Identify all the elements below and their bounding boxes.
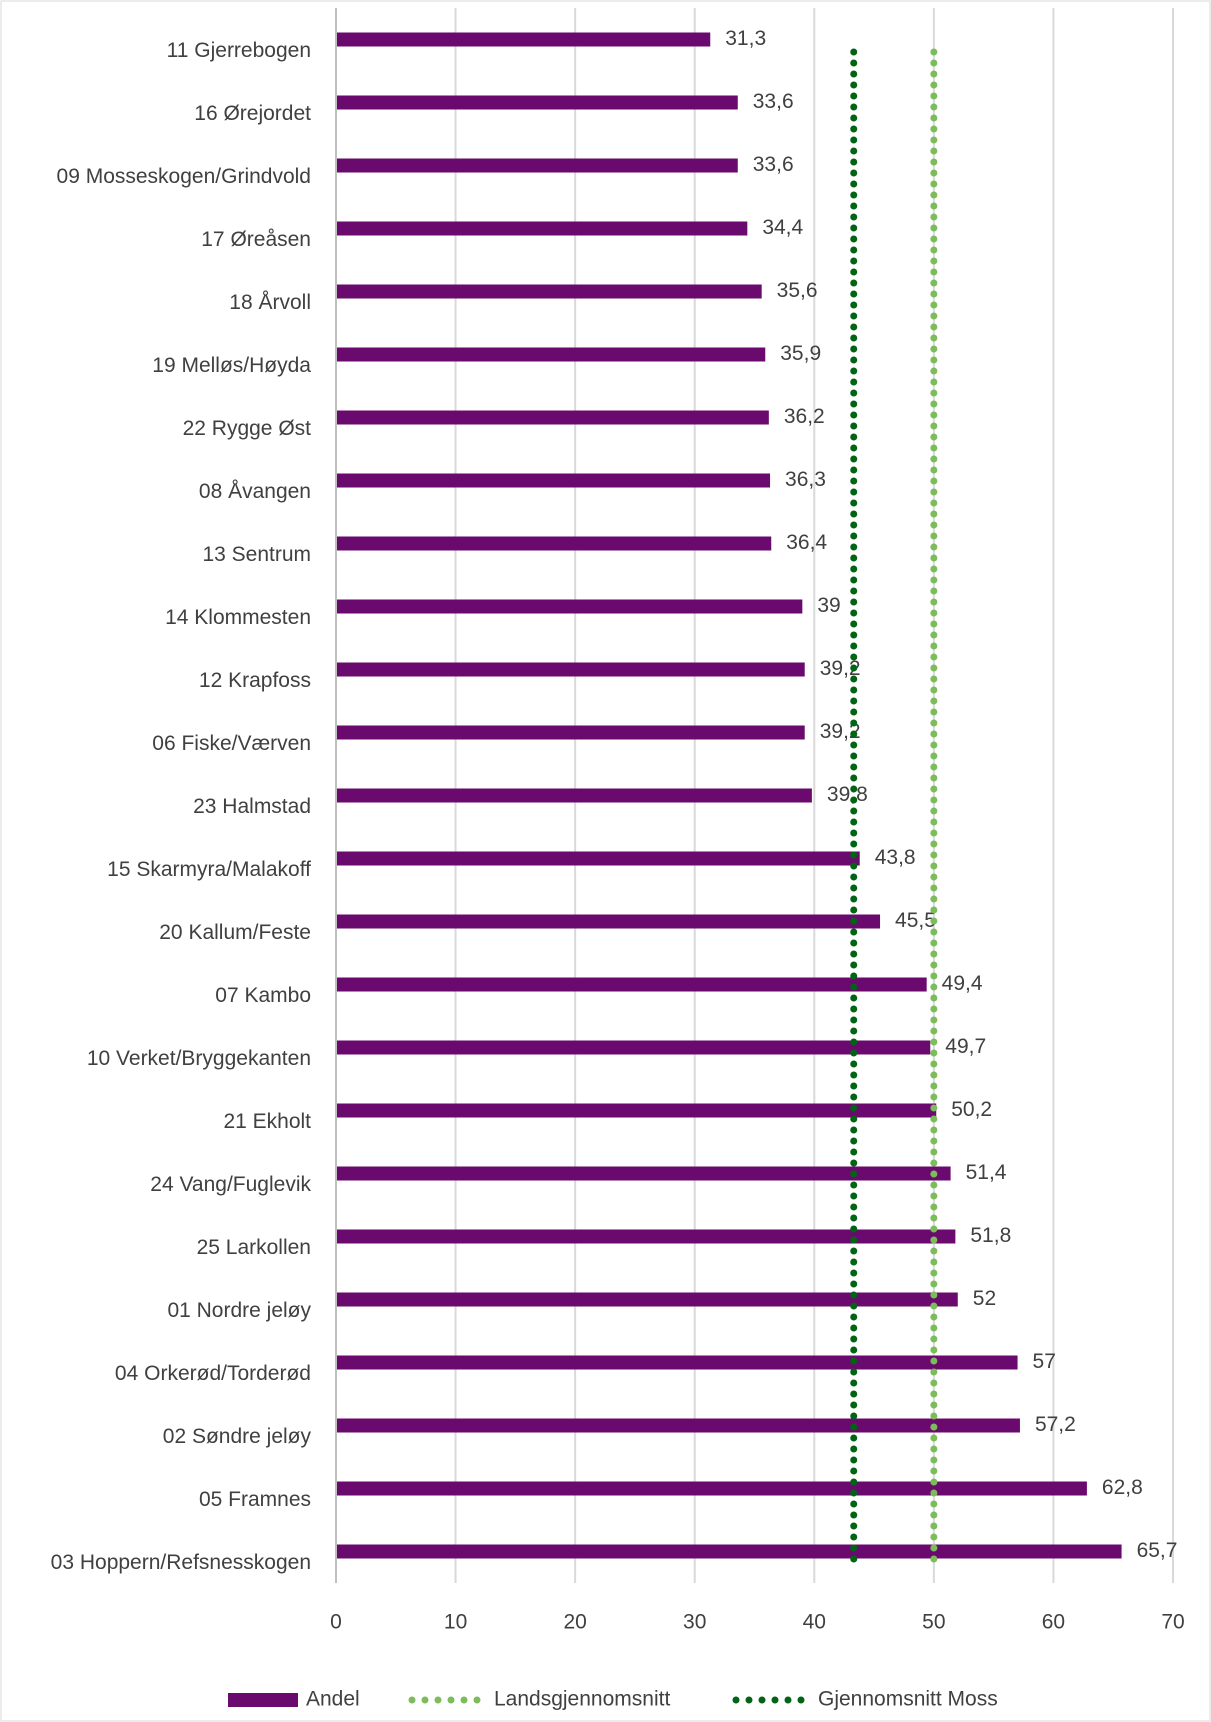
bar xyxy=(336,1481,1087,1496)
data-label: 33,6 xyxy=(753,153,794,176)
y-tick-label: 24 Vang/Fuglevik xyxy=(150,1173,311,1196)
bar xyxy=(336,95,738,110)
data-label: 33,6 xyxy=(753,90,794,113)
y-tick-label: 03 Hoppern/Refsnesskogen xyxy=(51,1551,311,1574)
data-label: 51,8 xyxy=(970,1224,1011,1247)
data-label: 35,6 xyxy=(777,279,818,302)
data-label: 36,2 xyxy=(784,405,825,428)
bar xyxy=(336,1040,931,1055)
data-label: 36,4 xyxy=(786,531,827,554)
data-label: 36,3 xyxy=(785,468,826,491)
y-tick-label: 22 Rygge Øst xyxy=(183,417,312,440)
data-label: 39 xyxy=(817,594,840,617)
legend-swatch xyxy=(228,1693,298,1707)
data-label: 39,2 xyxy=(820,657,861,680)
bar xyxy=(336,914,881,929)
data-label: 39,2 xyxy=(820,720,861,743)
bar xyxy=(336,32,711,47)
data-label: 52 xyxy=(973,1287,996,1310)
bar xyxy=(336,725,805,740)
y-tick-label: 09 Mosseskogen/Grindvold xyxy=(57,165,311,188)
data-label: 39,8 xyxy=(827,783,868,806)
y-tick-label: 11 Gjerrebogen xyxy=(167,39,311,62)
legend-label: Gjennomsnitt Moss xyxy=(818,1688,998,1711)
x-tick-label: 40 xyxy=(803,1611,826,1634)
x-tick-label: 60 xyxy=(1042,1611,1065,1634)
x-tick-label: 70 xyxy=(1161,1611,1184,1634)
data-label: 49,4 xyxy=(942,972,983,995)
data-label: 57 xyxy=(1033,1350,1056,1373)
bar xyxy=(336,473,771,488)
y-tick-label: 13 Sentrum xyxy=(202,543,311,566)
y-tick-label: 23 Halmstad xyxy=(193,795,311,818)
y-tick-label: 12 Krapfoss xyxy=(199,669,311,692)
y-tick-label: 14 Klommesten xyxy=(165,606,311,629)
bar xyxy=(336,158,738,173)
y-tick-label: 05 Framnes xyxy=(199,1488,311,1511)
x-tick-label: 10 xyxy=(444,1611,467,1634)
x-tick-label: 20 xyxy=(563,1611,586,1634)
y-tick-label: 25 Larkollen xyxy=(197,1236,311,1259)
y-tick-label: 02 Søndre jeløy xyxy=(163,1425,312,1448)
bar xyxy=(336,599,803,614)
y-tick-label: 21 Ekholt xyxy=(223,1110,311,1133)
bar xyxy=(336,284,762,299)
data-label: 34,4 xyxy=(762,216,803,239)
y-tick-label: 10 Verket/Bryggekanten xyxy=(87,1047,311,1070)
bar xyxy=(336,410,769,425)
bar xyxy=(336,1355,1018,1370)
data-label: 43,8 xyxy=(875,846,916,869)
data-label: 35,9 xyxy=(780,342,821,365)
y-tick-label: 08 Åvangen xyxy=(199,480,311,503)
data-label: 49,7 xyxy=(945,1035,986,1058)
data-label: 31,3 xyxy=(725,27,766,50)
bar xyxy=(336,1103,937,1118)
bar xyxy=(336,1229,956,1244)
y-tick-label: 15 Skarmyra/Malakoff xyxy=(107,858,311,881)
bar xyxy=(336,977,927,992)
y-tick-label: 19 Melløs/Høyda xyxy=(152,354,311,377)
y-tick-label: 01 Nordre jeløy xyxy=(167,1299,311,1322)
bar xyxy=(336,347,766,362)
data-label: 65,7 xyxy=(1137,1539,1178,1562)
x-tick-label: 50 xyxy=(922,1611,945,1634)
data-label: 50,2 xyxy=(951,1098,992,1121)
bar xyxy=(336,1418,1020,1433)
bar xyxy=(336,788,812,803)
bar xyxy=(336,1166,951,1181)
y-tick-label: 16 Ørejordet xyxy=(194,102,311,125)
y-tick-label: 04 Orkerød/Torderød xyxy=(115,1362,311,1385)
y-tick-label: 17 Øreåsen xyxy=(201,228,311,251)
legend-label: Andel xyxy=(306,1688,360,1711)
legend-label: Landsgjennomsnitt xyxy=(494,1688,670,1711)
bar xyxy=(336,662,805,677)
x-tick-label: 30 xyxy=(683,1611,706,1634)
data-label: 51,4 xyxy=(966,1161,1007,1184)
bar xyxy=(336,851,860,866)
y-tick-label: 07 Kambo xyxy=(215,984,311,1007)
bar xyxy=(336,221,748,236)
y-tick-label: 20 Kallum/Feste xyxy=(159,921,311,944)
data-label: 45,5 xyxy=(895,909,936,932)
data-label: 57,2 xyxy=(1035,1413,1076,1436)
bar xyxy=(336,536,772,551)
bar xyxy=(336,1292,958,1307)
y-tick-label: 06 Fiske/Værven xyxy=(152,732,311,755)
y-tick-label: 18 Årvoll xyxy=(229,291,311,314)
bar xyxy=(336,1544,1122,1559)
data-label: 62,8 xyxy=(1102,1476,1143,1499)
x-tick-label: 0 xyxy=(330,1611,342,1634)
